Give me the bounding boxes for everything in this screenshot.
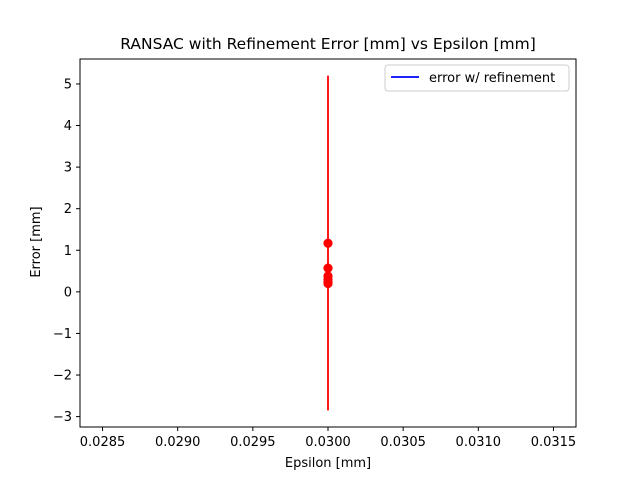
x-tick-label: 0.0295 bbox=[230, 435, 276, 450]
x-tick-label: 0.0305 bbox=[380, 435, 426, 450]
legend-box bbox=[384, 64, 570, 92]
y-axis-label: Error [mm] bbox=[29, 206, 44, 277]
x-axis-label: Epsilon [mm] bbox=[285, 456, 371, 471]
y-tick-label: 5 bbox=[64, 77, 72, 92]
x-tick-label: 0.0300 bbox=[305, 435, 351, 450]
y-tick-label: −3 bbox=[53, 410, 72, 425]
y-tick-label: 1 bbox=[64, 244, 72, 259]
y-axis: −3 −2 −1 0 1 2 3 4 5 bbox=[53, 77, 80, 425]
y-tick-label: −2 bbox=[53, 369, 72, 384]
legend: error w/ refinement bbox=[384, 64, 570, 92]
x-tick-label: 0.0310 bbox=[456, 435, 502, 450]
chart-title: RANSAC with Refinement Error [mm] vs Eps… bbox=[120, 35, 536, 53]
data-point bbox=[323, 278, 333, 289]
legend-label: error w/ refinement bbox=[429, 71, 555, 86]
data-point bbox=[323, 263, 333, 273]
x-axis: 0.0285 0.0290 0.0295 0.0300 0.0305 0.0310 0.03… bbox=[80, 427, 576, 450]
y-tick-label: 3 bbox=[64, 161, 72, 176]
data-point bbox=[323, 238, 333, 248]
y-tick-label: 4 bbox=[64, 119, 72, 134]
y-tick-label: −1 bbox=[53, 327, 72, 342]
x-tick-label: 0.0285 bbox=[80, 435, 126, 450]
y-tick-label: 2 bbox=[64, 202, 72, 217]
x-tick-label: 0.0315 bbox=[531, 435, 577, 450]
plot-area bbox=[79, 58, 577, 428]
x-tick-label: 0.0290 bbox=[155, 435, 201, 450]
y-tick-label: 0 bbox=[64, 285, 72, 300]
